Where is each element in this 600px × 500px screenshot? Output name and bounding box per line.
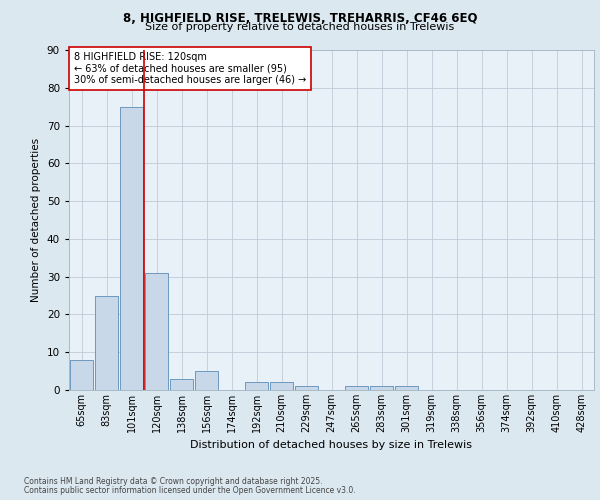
Text: Size of property relative to detached houses in Trelewis: Size of property relative to detached ho… <box>145 22 455 32</box>
Text: Contains HM Land Registry data © Crown copyright and database right 2025.: Contains HM Land Registry data © Crown c… <box>24 477 323 486</box>
Bar <box>344 386 368 390</box>
Bar <box>395 386 418 390</box>
Text: 8, HIGHFIELD RISE, TRELEWIS, TREHARRIS, CF46 6EQ: 8, HIGHFIELD RISE, TRELEWIS, TREHARRIS, … <box>123 12 477 26</box>
Text: 8 HIGHFIELD RISE: 120sqm
← 63% of detached houses are smaller (95)
30% of semi-d: 8 HIGHFIELD RISE: 120sqm ← 63% of detach… <box>74 52 307 85</box>
Bar <box>194 371 218 390</box>
Bar <box>145 273 169 390</box>
Bar <box>170 378 193 390</box>
Bar <box>245 382 268 390</box>
Y-axis label: Number of detached properties: Number of detached properties <box>31 138 41 302</box>
Text: Contains public sector information licensed under the Open Government Licence v3: Contains public sector information licen… <box>24 486 356 495</box>
Bar <box>370 386 394 390</box>
Bar <box>269 382 293 390</box>
Bar <box>70 360 94 390</box>
Bar <box>95 296 118 390</box>
Bar <box>119 106 143 390</box>
X-axis label: Distribution of detached houses by size in Trelewis: Distribution of detached houses by size … <box>191 440 473 450</box>
Bar <box>295 386 319 390</box>
